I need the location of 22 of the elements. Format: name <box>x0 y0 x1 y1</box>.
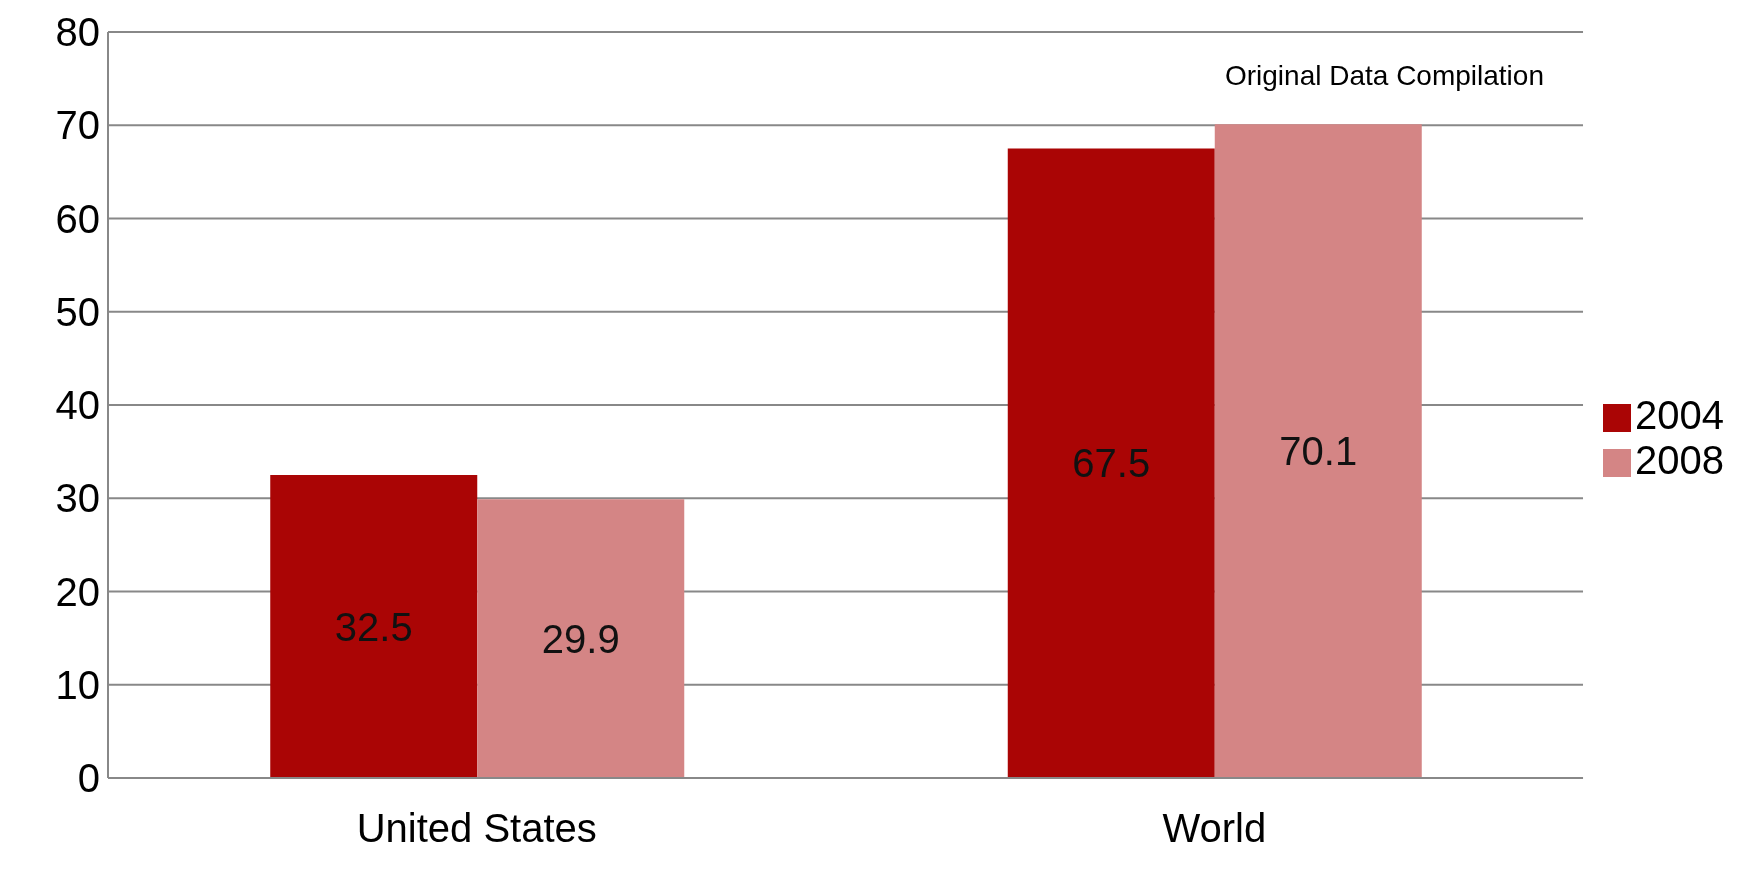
x-tick-label: World <box>1162 806 1267 851</box>
y-tick-label: 70 <box>55 103 100 148</box>
data-label: 29.9 <box>541 616 620 661</box>
annotation: Original Data Compilation <box>1224 60 1544 92</box>
bar <box>270 474 478 778</box>
y-tick-label: 20 <box>55 569 100 614</box>
legend-label: 2004 <box>1635 393 1724 437</box>
data-label: 32.5 <box>334 604 413 649</box>
bar <box>1214 124 1422 778</box>
data-label: 67.5 <box>1072 441 1151 486</box>
bar <box>477 499 685 778</box>
y-tick-label: 0 <box>77 756 100 801</box>
y-tick-label: 60 <box>55 196 100 241</box>
x-tick-label: United States <box>356 806 597 851</box>
y-tick-label: 80 <box>55 10 100 55</box>
data-label: 70.1 <box>1279 429 1358 474</box>
bar <box>1007 148 1215 778</box>
y-tick-label: 50 <box>55 289 100 334</box>
y-tick-label: 40 <box>55 383 100 428</box>
legend-label: 2008 <box>1635 438 1724 482</box>
y-tick-label: 30 <box>55 476 100 521</box>
y-tick-label: 10 <box>55 662 100 707</box>
